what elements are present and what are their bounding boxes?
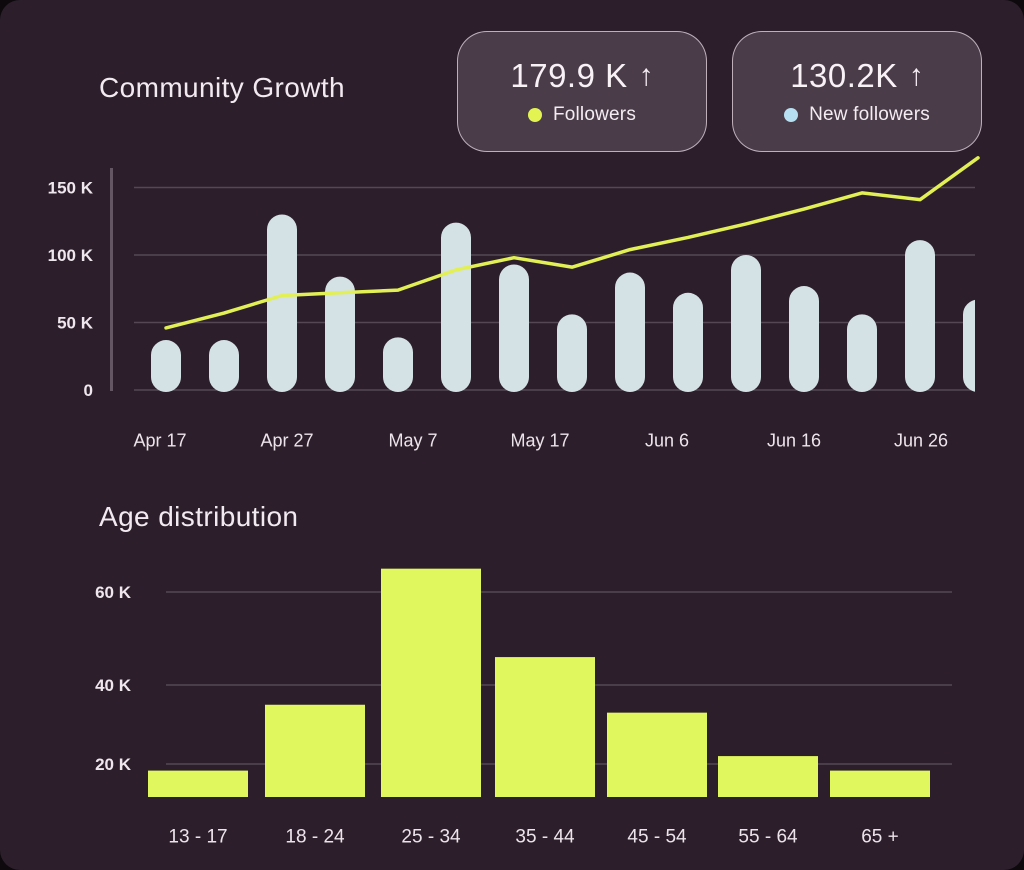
x-axis-label: Apr 27 [260,430,313,450]
chart-bar[interactable] [381,568,481,797]
yellow-dot-icon [527,108,542,122]
chart-bar[interactable] [151,340,181,392]
stat-card-followers[interactable]: 179.9 K ↑ Followers [457,31,707,152]
y-tick-label: 20 K [95,755,132,774]
chart-bar[interactable] [607,712,707,797]
stat-card-new-followers[interactable]: 130.2K ↑ New followers [732,31,982,152]
chart-bar[interactable] [905,240,935,392]
y-tick-label: 60 K [95,583,132,602]
chart-bar[interactable] [325,276,355,392]
y-tick-label: 150 K [48,178,94,197]
community-growth-chart: 150 K 100 K 50 K 0 Apr 17 Apr 27 May 7 May 17 Ju… [48,156,993,450]
x-axis-label: Jun 16 [767,430,821,450]
community-growth-title: Community Growth [99,72,346,103]
new-followers-value: 130.2K [790,57,898,94]
y-tick-label: 50 K [57,313,94,332]
y-tick-label: 100 K [48,246,94,265]
chart-bar[interactable] [789,286,819,392]
x-axis-label: 18 - 24 [285,827,345,848]
chart-bar[interactable] [499,264,529,392]
new-followers-value-row: 130.2K ↑ [790,57,924,95]
chart-bar[interactable] [830,770,930,797]
followers-line[interactable] [164,156,980,330]
x-axis-label: Jun 26 [894,430,948,450]
up-arrow-icon: ↑ [908,59,924,92]
new-followers-bars [151,214,993,393]
followers-value: 179.9 K [510,57,628,94]
chart-bar[interactable] [731,255,761,392]
chart-bar[interactable] [383,337,413,392]
followers-value-row: 179.9 K ↑ [510,57,653,95]
followers-label: Followers [552,104,637,125]
chart-bar[interactable] [148,770,248,797]
new-followers-label: New followers [809,104,930,125]
blue-dot-icon [784,108,799,122]
y-tick-label: 0 [84,381,93,400]
chart-bar[interactable] [209,340,239,392]
x-axis-label: 13 - 17 [168,827,227,848]
chart-bar[interactable] [615,272,645,392]
age-distribution-chart: 60 K 40 K 20 K 13 - 17 18 - 24 25 - 34 35 - 44… [95,568,952,848]
x-axis-label: Apr 17 [133,430,186,450]
chart-bar[interactable] [673,292,703,392]
chart-bar[interactable] [495,657,595,797]
chart-bar[interactable] [963,299,993,392]
y-tick-label: 40 K [95,676,132,695]
x-axis-label: 55 - 64 [738,827,798,848]
followers-legend: Followers [527,104,637,126]
chart-bar[interactable] [267,214,297,393]
chart-bar[interactable] [441,222,471,392]
chart-bar[interactable] [557,314,587,392]
up-arrow-icon: ↑ [638,59,654,92]
x-axis-label: Jun 6 [645,430,689,450]
x-axis-label: 25 - 34 [401,827,461,848]
chart-bar[interactable] [847,314,877,392]
x-axis-label: May 17 [510,430,569,450]
x-axis-label: May 7 [388,430,437,450]
chart-bar[interactable] [718,756,818,797]
x-axis-label: 45 - 54 [627,827,687,848]
x-axis-label: 35 - 44 [515,827,575,848]
new-followers-legend: New followers [784,104,930,126]
x-axis-label: 65 + [861,827,899,848]
age-distribution-title: Age distribution [99,501,299,532]
chart-bar[interactable] [265,704,365,797]
